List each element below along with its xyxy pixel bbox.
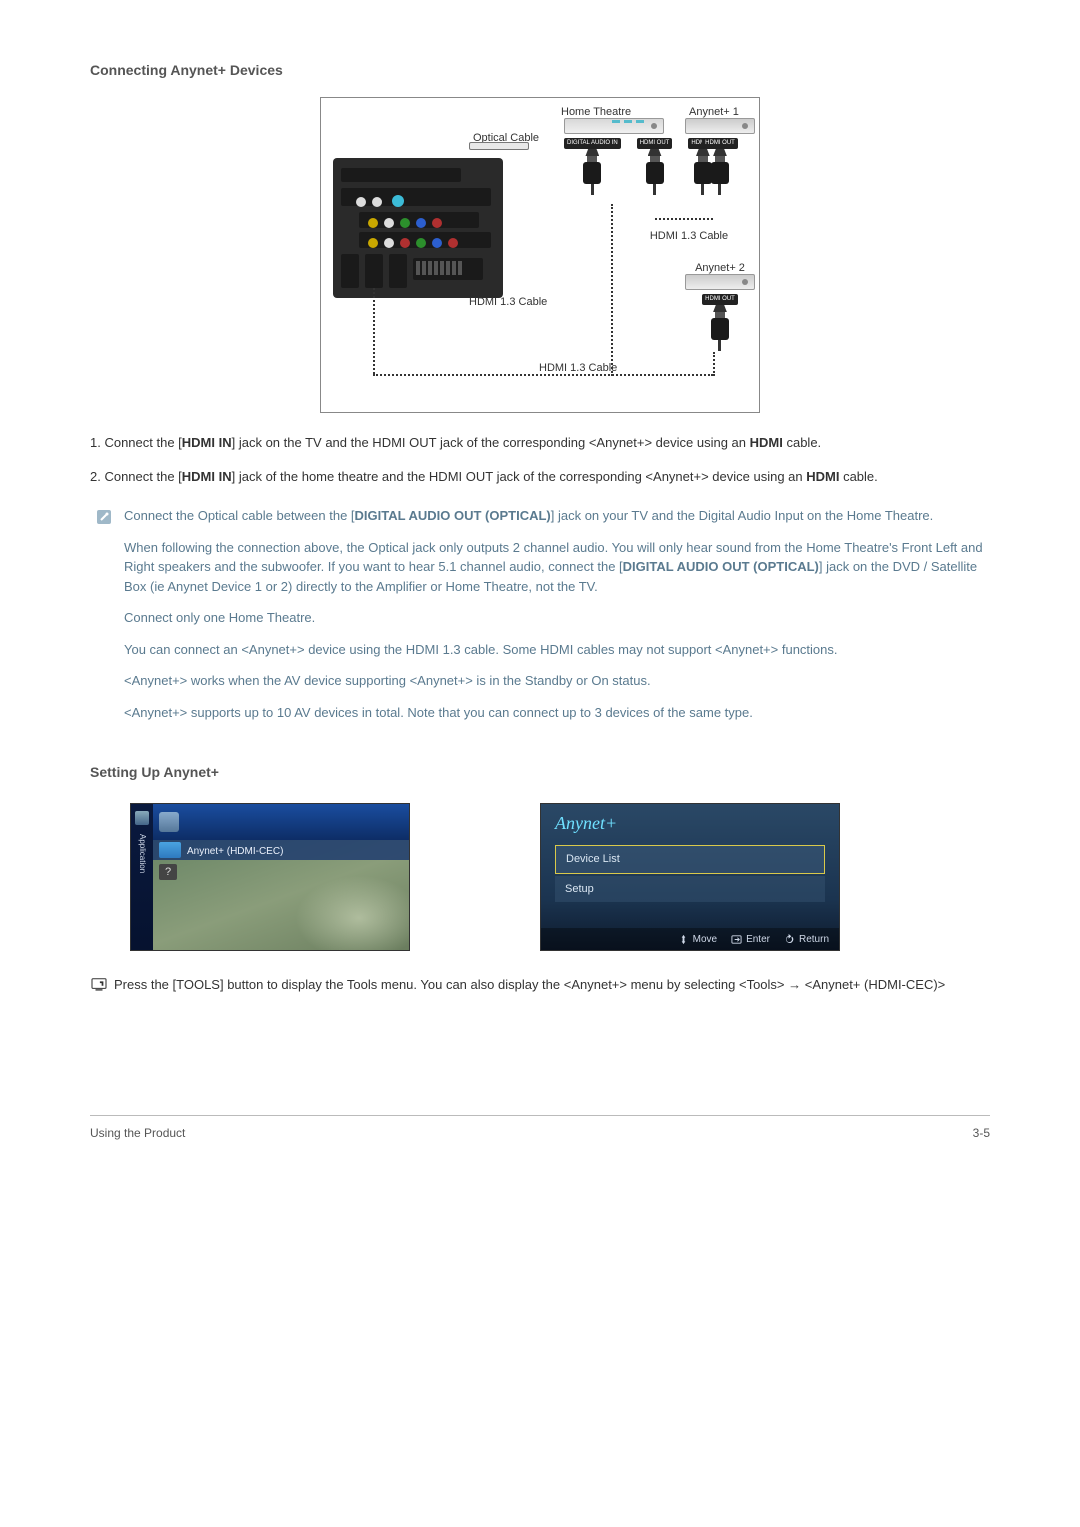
diagram-label-hdmi2: HDMI 1.3 Cable: [469, 294, 547, 311]
sidebar-label: Application: [136, 834, 148, 873]
footer-left: Using the Product: [90, 1124, 185, 1142]
note-block: Connect the Optical cable between the [D…: [90, 506, 990, 722]
port-label-hdmi-out2: HDMI OUT: [702, 138, 738, 149]
section2-title: Setting Up Anynet+: [90, 762, 990, 783]
diagram-label-hdmi3: HDMI 1.3 Cable: [539, 360, 617, 377]
note6: <Anynet+> supports up to 10 AV devices i…: [124, 703, 990, 723]
note5: <Anynet+> works when the AV device suppo…: [124, 671, 990, 691]
section1-title: Connecting Anynet+ Devices: [90, 60, 990, 81]
tools-icon: [90, 977, 108, 991]
note-icon: [96, 509, 112, 525]
move-icon: [678, 934, 689, 945]
footer-right: 3-5: [973, 1124, 990, 1142]
step2-text: 2. Connect the [HDMI IN] jack of the hom…: [90, 467, 990, 487]
menu-item-setup[interactable]: Setup: [555, 876, 825, 903]
port-label-hdmi-out3: HDMI OUT: [702, 294, 738, 305]
diagram-label-hdmi1: HDMI 1.3 Cable: [629, 228, 749, 245]
note4: You can connect an <Anynet+> device usin…: [124, 640, 990, 660]
page-footer: Using the Product 3-5: [90, 1115, 990, 1142]
screenshot-application-menu: Application Anynet+ (HDMI-CEC) ?: [130, 803, 410, 951]
menu-item-device-list[interactable]: Device List: [555, 845, 825, 874]
return-icon: [784, 934, 795, 945]
anynet-logo: Anynet+: [541, 804, 839, 845]
note1: Connect the Optical cable between the [D…: [124, 506, 990, 526]
menu-item-anynet[interactable]: Anynet+ (HDMI-CEC): [153, 840, 409, 860]
note2: When following the connection above, the…: [124, 538, 990, 597]
screenshots-row: Application Anynet+ (HDMI-CEC) ? Anynet+…: [130, 803, 990, 951]
menu-footer: Move Enter Return: [541, 928, 839, 950]
note3: Connect only one Home Theatre.: [124, 608, 990, 628]
screenshot-anynet-menu: Anynet+ Device List Setup Move Enter Ret…: [540, 803, 840, 951]
port-label-digital: DIGITAL AUDIO IN: [564, 138, 621, 149]
port-label-hdmi-out: HDMI OUT: [637, 138, 673, 149]
step1-text: 1. Connect the [HDMI IN] jack on the TV …: [90, 433, 990, 453]
connection-diagram: Home Theatre Anynet+ 1 Optical Cable DIG…: [320, 97, 760, 413]
help-icon[interactable]: ?: [159, 864, 177, 880]
enter-icon: [731, 934, 742, 945]
tools-instruction: Press the [TOOLS] button to display the …: [90, 975, 990, 995]
